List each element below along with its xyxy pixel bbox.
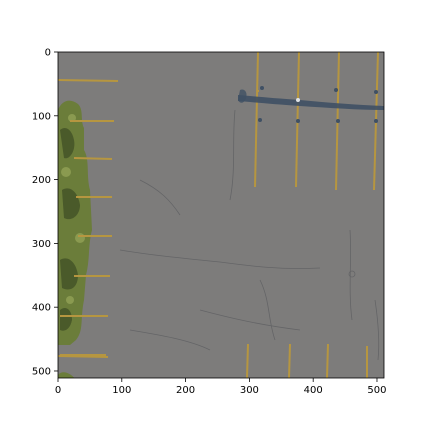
- pavement-cracks: [119, 109, 380, 361]
- x-tick-label: 500: [367, 385, 386, 396]
- x-tick-label: 400: [304, 385, 323, 396]
- bottom-parking-lines: [246, 343, 368, 378]
- y-tick-label: 200: [32, 175, 51, 186]
- y-tick-label: 300: [32, 239, 51, 250]
- y-axis: 0 100 200 300 400 500: [32, 48, 58, 377]
- aerial-parking-lot-image: [58, 52, 384, 378]
- x-tick-label: 300: [240, 385, 259, 396]
- wet-streak: [238, 86, 384, 123]
- y-tick-label: 400: [32, 303, 51, 314]
- y-tick-label: 500: [32, 366, 51, 377]
- x-tick-label: 100: [112, 385, 131, 396]
- left-parking-lines: [58, 79, 119, 358]
- y-tick-label: 100: [32, 111, 51, 122]
- y-tick-label: 0: [45, 48, 51, 59]
- x-tick-label: 0: [55, 385, 61, 396]
- x-axis: 0 100 200 300 400 500: [55, 378, 387, 396]
- x-tick-label: 200: [176, 385, 195, 396]
- plot-frame: [57, 51, 385, 379]
- asphalt-surface: [58, 52, 384, 378]
